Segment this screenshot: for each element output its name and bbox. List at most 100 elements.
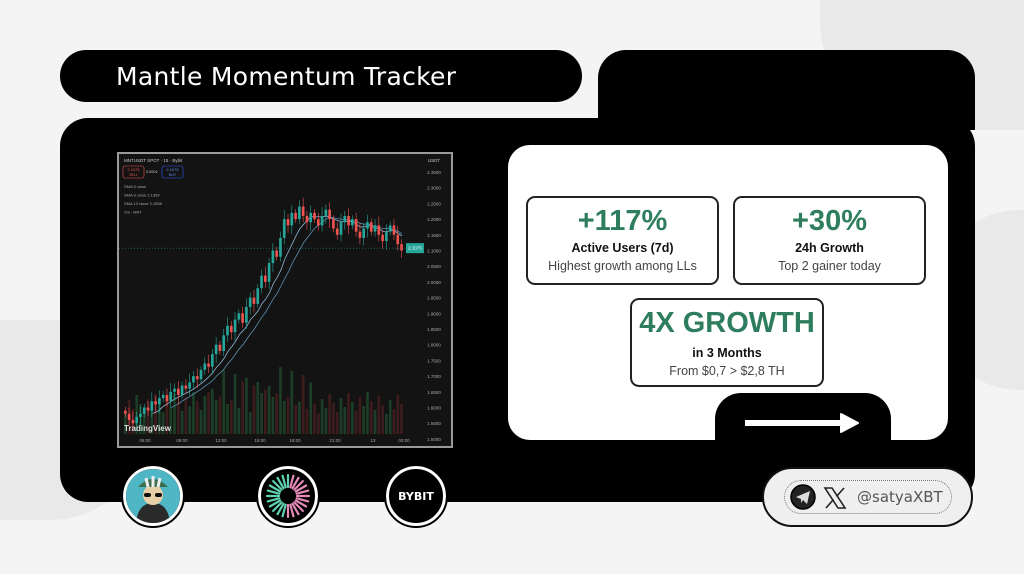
panel-top — [598, 50, 975, 130]
price-tick: 2.2500 — [427, 201, 441, 206]
candle — [381, 234, 384, 242]
candle — [339, 222, 343, 235]
candle — [233, 319, 237, 333]
logo-ray — [268, 499, 282, 508]
sell-button — [122, 165, 145, 179]
bybit-logo: BYBIT — [384, 464, 448, 528]
candle — [248, 297, 252, 308]
volume-bar — [275, 393, 278, 434]
candle — [343, 215, 347, 223]
price-tick: 2.3000 — [427, 186, 441, 191]
mantle-logo — [256, 464, 320, 528]
candle — [127, 413, 131, 421]
time-tick: 03:00 — [398, 438, 410, 443]
volume-bar — [199, 410, 203, 434]
indicator-label: SMA 8 close 2.1354 — [124, 193, 160, 198]
candle — [264, 275, 267, 282]
candle — [366, 222, 369, 229]
logo-ray — [294, 499, 308, 508]
time-tick: 21:00 — [329, 438, 341, 443]
volume-bar — [184, 397, 188, 434]
current-price-tag — [406, 243, 424, 254]
logo-ray — [281, 503, 287, 518]
x-icon[interactable] — [823, 486, 847, 510]
logo-ray — [289, 503, 295, 518]
candle — [335, 228, 339, 235]
candle — [396, 234, 400, 245]
volume-bar — [354, 411, 358, 434]
candle — [282, 219, 286, 238]
arrow-right-icon[interactable] — [745, 413, 859, 433]
candle — [169, 391, 173, 402]
volume-bar — [343, 407, 347, 434]
candle — [354, 219, 358, 232]
candle — [290, 212, 294, 226]
volume-bar — [245, 378, 248, 434]
candle — [195, 376, 199, 380]
price-tick: 2.0500 — [427, 264, 441, 269]
volume-bar — [339, 398, 343, 434]
candle — [199, 369, 203, 380]
sell-label: SELL — [129, 173, 138, 177]
buy-price: 2.1076 — [166, 167, 179, 172]
volume-bar — [362, 406, 366, 434]
candle — [150, 401, 154, 411]
volume-bar — [316, 413, 320, 434]
volume-bar — [146, 399, 150, 434]
volume-bar — [150, 408, 154, 434]
candle — [131, 420, 135, 424]
telegram-icon[interactable] — [790, 484, 816, 510]
volume-bar — [298, 401, 301, 434]
candle — [226, 325, 229, 336]
volume-bar — [264, 389, 267, 434]
price-tick: 1.6500 — [427, 390, 441, 395]
stat-sub: From $0,7 > $2,8 TH — [669, 364, 785, 378]
candle — [275, 250, 278, 257]
volume-bar — [154, 394, 157, 434]
logo-ray — [272, 501, 283, 512]
candle — [286, 219, 290, 226]
volume-bar — [313, 404, 316, 434]
volume-bar — [332, 403, 335, 434]
stat-active-users: +117% Active Users (7d) Highest growth a… — [526, 196, 719, 285]
candle — [392, 225, 396, 235]
volume-bar — [279, 367, 282, 434]
logo-ray — [294, 484, 308, 493]
volume-bar — [351, 402, 354, 434]
page-title: Mantle Momentum Tracker — [60, 50, 582, 102]
volume-bar — [286, 397, 290, 434]
candle — [347, 215, 350, 226]
time-tick: 18:00 — [289, 438, 301, 443]
candle — [369, 222, 373, 232]
volume-bar — [188, 406, 191, 434]
candle — [192, 376, 195, 383]
logo-ray — [289, 474, 295, 489]
candle — [188, 382, 191, 389]
stat-value: 4X GROWTH — [639, 307, 815, 339]
candle — [218, 344, 222, 351]
logo-ray — [295, 497, 310, 503]
mantle-logo-icon — [265, 473, 311, 519]
candle — [139, 413, 142, 417]
volume-bar — [305, 409, 309, 434]
social-handle: @satyaXBT — [857, 488, 943, 506]
price-tick: 1.8500 — [427, 327, 441, 332]
candle — [256, 288, 260, 304]
candle — [154, 401, 157, 405]
candle — [165, 394, 169, 402]
stat-value: +117% — [577, 205, 668, 237]
volume-bar — [381, 405, 384, 434]
time-tick: 12:00 — [215, 438, 227, 443]
candle — [161, 394, 165, 399]
logo-ray — [293, 501, 304, 512]
next-tab[interactable] — [715, 393, 891, 440]
social-badge[interactable]: @satyaXBT — [762, 467, 973, 527]
volume-bar — [347, 393, 350, 434]
volume-bar — [192, 392, 195, 434]
buy-button — [161, 165, 184, 179]
candle — [214, 344, 218, 355]
volume-bar — [248, 412, 252, 434]
price-tick: 2.1500 — [427, 233, 441, 238]
candle — [184, 385, 188, 389]
volume-bar — [400, 404, 403, 434]
